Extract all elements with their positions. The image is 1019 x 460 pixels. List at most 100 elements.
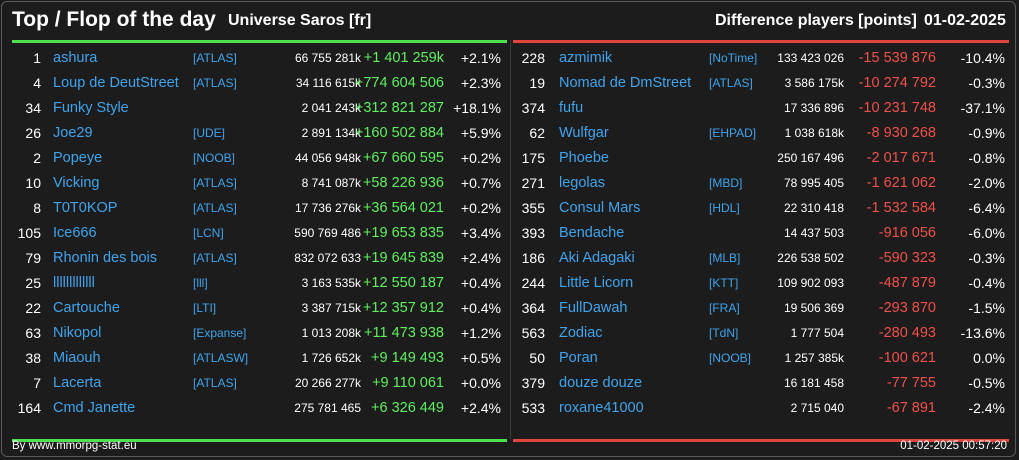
alliance-tag-link[interactable]: [LTI] [193,301,217,315]
alliance-tag-link[interactable]: [ATLAS] [193,251,237,265]
alliance-tag-link[interactable]: [ATLAS] [193,201,237,215]
player-rank: 22 [25,300,41,316]
points-difference: -916 056 [878,225,936,241]
alliance-tag-link[interactable]: [FRA] [709,301,740,315]
percent-change: -2.4% [968,400,1005,416]
points-difference: -10 231 748 [858,100,936,116]
player-name-link[interactable]: ashura [53,50,98,66]
player-rank: 79 [25,250,41,266]
server-name: Universe Saros [fr] [228,12,372,29]
alliance-tag-link[interactable]: [HDL] [709,201,740,215]
alliance-tag-link[interactable]: [UDE] [193,126,226,140]
player-name-link[interactable]: Cmd Janette [53,400,136,416]
player-name-link[interactable]: Aki Adagaki [559,250,635,266]
alliance-tag-link[interactable]: [NOOB] [709,351,752,365]
player-rank: 4 [33,75,41,91]
percent-change: -6.4% [968,200,1005,216]
alliance-tag-link[interactable]: [MBD] [709,176,743,190]
player-name-link[interactable]: Nikopol [53,325,102,341]
percent-change: -0.5% [968,375,1005,391]
alliance-tag-link[interactable]: [NoTime] [709,51,758,65]
player-name-link[interactable]: legolas [559,175,605,191]
points-difference: +9 149 493 [371,350,444,366]
alliance-tag-link[interactable]: [LCN] [193,226,224,240]
alliance-tag-link[interactable]: [TdN] [709,326,739,340]
player-points: 16 181 458 [783,376,844,390]
player-points: 2 715 040 [790,401,844,415]
player-points: 832 072 633 [294,251,361,265]
top-row: 79 Rhonin des bois [ATLAS] 832 072 633 +19 6… [12,246,507,271]
flop-row: 563 Zodiac [TdN] 1 777 504 -280 493 -13.6% [513,321,1009,346]
player-name-link[interactable]: Funky Style [53,100,129,116]
points-difference: +12 357 912 [362,300,444,316]
alliance-tag-link[interactable]: [MLB] [709,251,741,265]
player-name-link[interactable]: Wulfgar [559,125,609,141]
alliance-tag-link[interactable]: [ATLAS] [193,176,237,190]
player-name-link[interactable]: Consul Mars [559,200,641,216]
player-name-link[interactable]: Vicking [53,175,100,191]
percent-change: -0.3% [968,75,1005,91]
percent-change: -0.4% [968,275,1005,291]
alliance-tag-link[interactable]: [ATLAS] [709,76,753,90]
player-name-link[interactable]: douze douze [559,375,643,391]
player-name-link[interactable]: Poran [559,350,598,366]
alliance-tag-link[interactable]: [ATLAS] [193,376,237,390]
player-name-link[interactable]: Bendache [559,225,625,241]
player-name-link[interactable]: azmimik [559,50,613,66]
player-name-link[interactable]: Little Licorn [559,275,634,291]
alliance-tag-link[interactable]: [Expanse] [193,326,247,340]
player-rank: 244 [521,275,545,291]
player-rank: 355 [521,200,545,216]
player-name-link[interactable]: roxane41000 [559,400,644,416]
player-rank: 271 [521,175,545,191]
player-name-link[interactable]: Nomad de DmStreet [559,75,692,91]
player-points: 17 336 896 [783,101,844,115]
player-name-link[interactable]: lllllllllllll [53,275,95,291]
player-points: 250 167 496 [777,151,844,165]
alliance-tag-link[interactable]: [lll] [193,276,208,290]
alliance-tag-link[interactable]: [ATLASW] [193,351,249,365]
points-difference: +160 502 884 [354,125,444,141]
alliance-tag-link[interactable]: [ATLAS] [193,76,237,90]
percent-change: -10.4% [960,50,1005,66]
player-name-link[interactable]: Loup de DeutStreet [53,75,179,91]
flop-row: 62 Wulfgar [EHPAD] 1 038 618k -8 930 268 -0.9… [513,121,1009,146]
player-rank: 10 [25,175,41,191]
player-name-link[interactable]: Joe29 [53,125,93,141]
player-name-link[interactable]: Phoebe [559,150,609,166]
percent-change: +2.1% [460,50,501,66]
top-row: 4 Loup de DeutStreet [ATLAS] 34 116 615k +77… [12,71,507,96]
player-points: 20 266 277k [294,376,361,390]
player-rank: 379 [521,375,545,391]
player-points: 3 387 715k [301,301,361,315]
player-name-link[interactable]: Lacerta [53,375,102,391]
alliance-tag-link[interactable]: [ATLAS] [193,51,237,65]
player-name-link[interactable]: Rhonin des bois [53,250,157,266]
player-name-link[interactable]: FullDawah [559,300,628,316]
header: Top / Flop of the day Universe Saros [fr… [2,2,1015,40]
player-rank: 25 [25,275,41,291]
percent-change: -0.3% [968,250,1005,266]
player-points: 8 741 087k [301,176,361,190]
player-points: 22 310 418 [783,201,844,215]
player-name-link[interactable]: T0T0KOP [53,200,118,216]
player-name-link[interactable]: Popeye [53,150,103,166]
points-difference: +312 821 287 [354,100,444,116]
percent-change: +1.2% [460,325,501,341]
report-date: 01-02-2025 [924,12,1006,29]
percent-change: +3.4% [460,225,501,241]
player-name-link[interactable]: Zodiac [559,325,603,341]
points-difference: +12 550 187 [362,275,444,291]
alliance-tag-link[interactable]: [NOOB] [193,151,236,165]
player-points: 275 781 465 [294,401,361,415]
player-name-link[interactable]: Miaouh [53,350,101,366]
player-name-link[interactable]: Ice666 [53,225,97,241]
player-points: 14 437 503 [783,226,844,240]
points-difference: +11 473 938 [364,325,444,341]
alliance-tag-link[interactable]: [KTT] [709,276,739,290]
player-name-link[interactable]: fufu [559,100,584,116]
percent-change: +0.0% [460,375,501,391]
player-name-link[interactable]: Cartouche [53,300,120,316]
points-difference: +19 645 839 [362,250,444,266]
alliance-tag-link[interactable]: [EHPAD] [709,126,757,140]
